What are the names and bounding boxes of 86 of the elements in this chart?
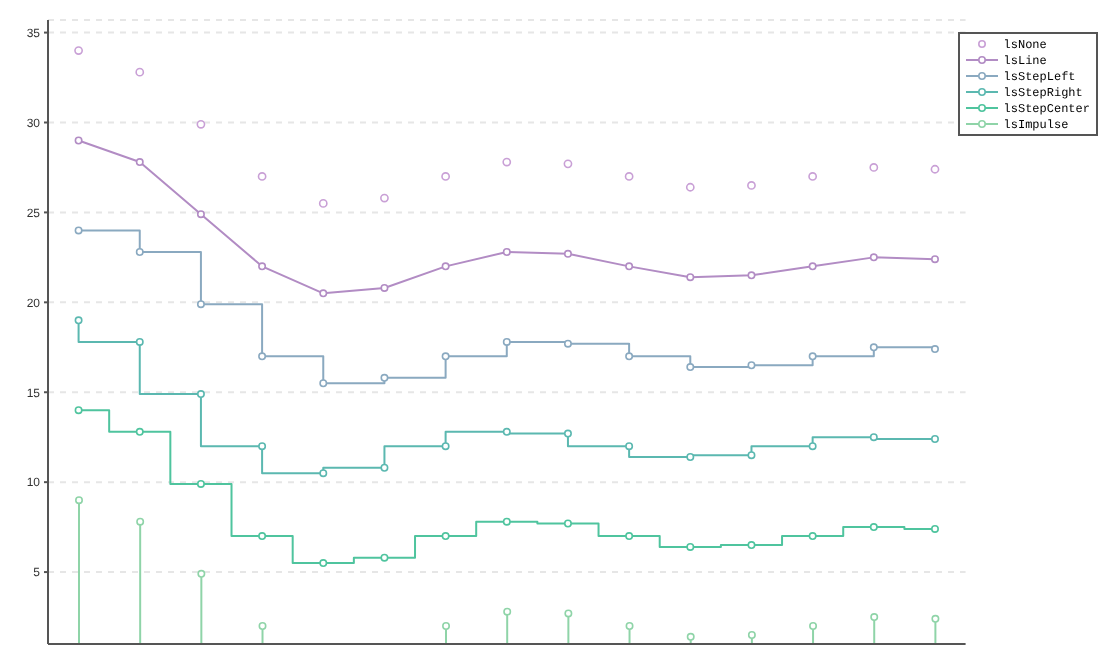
point — [441, 262, 450, 271]
point — [808, 352, 817, 361]
point — [74, 406, 83, 415]
point — [869, 523, 878, 532]
point — [930, 164, 940, 174]
point — [809, 622, 818, 631]
point — [319, 469, 328, 478]
point — [686, 542, 695, 551]
point — [380, 193, 389, 203]
point — [257, 172, 267, 181]
point — [135, 337, 144, 346]
point — [747, 541, 756, 550]
point — [502, 337, 511, 346]
point — [563, 519, 572, 528]
point — [380, 463, 389, 472]
point — [441, 172, 451, 181]
point — [625, 442, 634, 451]
point — [75, 496, 83, 505]
point — [502, 427, 511, 436]
point — [563, 429, 572, 438]
point — [930, 524, 939, 533]
point — [747, 451, 756, 460]
point — [685, 182, 695, 192]
point — [625, 532, 634, 541]
point — [869, 433, 878, 442]
point — [869, 253, 878, 262]
point — [625, 262, 634, 271]
point — [74, 226, 83, 235]
point — [258, 352, 267, 361]
point — [74, 316, 83, 325]
point — [808, 442, 817, 451]
point — [686, 363, 695, 372]
point — [441, 352, 450, 361]
point — [135, 158, 144, 167]
point — [196, 119, 206, 129]
point — [380, 283, 389, 292]
point — [931, 614, 940, 623]
point — [502, 247, 511, 256]
point — [196, 390, 205, 399]
point — [319, 379, 328, 388]
point — [196, 300, 205, 309]
point — [258, 442, 267, 451]
point — [625, 352, 634, 361]
point — [808, 172, 818, 181]
point — [808, 262, 817, 271]
point — [625, 622, 634, 631]
point — [380, 373, 389, 382]
point — [196, 210, 205, 219]
point — [196, 479, 205, 488]
point — [624, 172, 634, 181]
point — [870, 613, 879, 622]
point — [319, 559, 328, 568]
point — [258, 262, 267, 271]
point — [441, 532, 450, 541]
point — [869, 343, 878, 352]
point — [502, 157, 512, 167]
point — [502, 517, 511, 526]
point — [930, 435, 939, 443]
point — [930, 255, 939, 264]
point — [503, 607, 512, 616]
point — [747, 181, 756, 190]
point — [136, 517, 145, 526]
point — [563, 339, 572, 348]
point — [563, 249, 572, 258]
point — [135, 427, 144, 436]
point — [442, 622, 451, 631]
point — [74, 46, 83, 55]
point — [563, 159, 573, 169]
point — [258, 532, 267, 541]
point — [808, 532, 817, 541]
point — [135, 67, 145, 77]
point — [318, 199, 328, 208]
point — [747, 361, 756, 370]
point — [258, 622, 267, 631]
point — [686, 452, 695, 461]
point — [380, 553, 389, 562]
point — [74, 136, 83, 145]
point — [135, 247, 144, 256]
point — [441, 442, 450, 451]
point — [686, 273, 695, 282]
point — [869, 163, 879, 172]
point — [747, 271, 756, 280]
point — [197, 569, 206, 578]
point — [930, 345, 939, 354]
point — [564, 609, 573, 618]
point — [319, 289, 328, 298]
